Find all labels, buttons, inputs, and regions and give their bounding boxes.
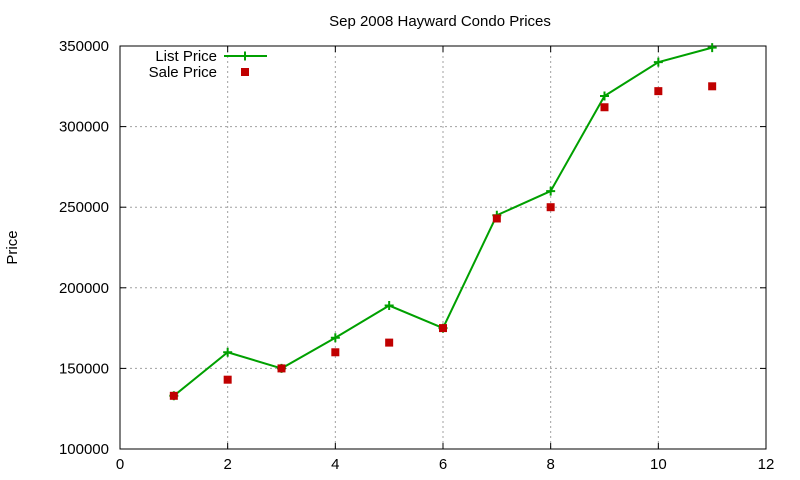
x-tick-label: 8 <box>546 456 554 473</box>
y-tick-label: 300000 <box>59 119 109 136</box>
data-point-square <box>654 87 663 96</box>
data-point-square <box>708 82 717 91</box>
data-point-square <box>492 214 501 223</box>
series-layer <box>169 43 717 401</box>
data-point-plus <box>330 333 340 343</box>
data-point-square <box>546 203 555 212</box>
x-tick-label: 4 <box>331 456 339 473</box>
grid <box>120 46 766 449</box>
x-tick-label: 10 <box>650 456 667 473</box>
data-point-plus <box>707 43 717 53</box>
y-tick-label: 250000 <box>59 199 109 216</box>
data-point-plus <box>600 91 609 101</box>
legend-label: Sale Price <box>149 64 217 81</box>
legend-label: List Price <box>155 48 217 65</box>
chart-title: Sep 2008 Hayward Condo Prices <box>329 13 551 30</box>
data-point-square <box>277 364 286 373</box>
y-axis-label: Price <box>4 230 21 264</box>
series-sale-price <box>169 82 717 400</box>
x-tick-label: 2 <box>223 456 231 473</box>
data-point-square <box>385 338 394 347</box>
y-tick-label: 150000 <box>59 360 109 377</box>
axis-ticks: 0 2 4 6 8 10 12 100000 150000 200000 250000 300000 3… <box>59 38 774 473</box>
data-point-square <box>600 103 609 112</box>
x-tick-label: 12 <box>758 456 775 473</box>
legend-marker <box>241 68 249 76</box>
x-tick-label: 6 <box>439 456 447 473</box>
data-point-square <box>223 375 232 384</box>
data-point-plus <box>384 301 394 311</box>
data-point-square <box>439 324 447 333</box>
y-tick-label: 350000 <box>59 38 109 55</box>
data-point-square <box>331 348 340 357</box>
y-tick-label: 200000 <box>59 280 109 297</box>
y-tick-label: 100000 <box>59 441 109 458</box>
data-point-plus <box>653 57 663 67</box>
x-tick-label: 0 <box>116 456 124 473</box>
data-point-plus <box>223 347 233 357</box>
legend-marker <box>240 51 250 61</box>
data-point-plus <box>546 186 556 196</box>
data-point-square <box>169 391 178 400</box>
